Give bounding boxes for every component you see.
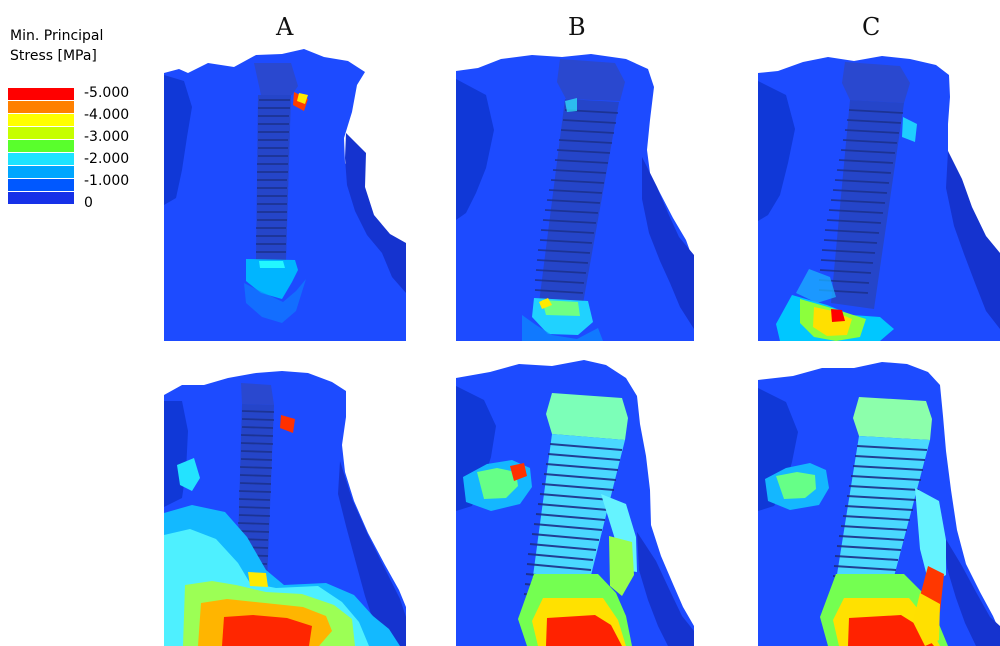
legend-label-minus-4: -4.000 [84, 107, 130, 123]
legend-labels: -5.000 -4.000 -3.000 -2.000 -1.000 0 [84, 84, 164, 214]
legend-label-minus-3: -3.000 [84, 129, 130, 145]
legend-swatch-4 [8, 127, 74, 139]
legend-label-minus-5: -5.000 [84, 85, 130, 101]
stress-plot-b-top [456, 54, 694, 341]
column-header-b: B [568, 13, 586, 41]
legend-label-minus-1: -1.000 [84, 173, 130, 189]
panel-b-bottom [456, 360, 694, 646]
column-header-c: C [862, 13, 881, 41]
stress-plot-a-top [164, 49, 406, 341]
legend-title: Min. Principal Stress [MPa] [10, 26, 103, 66]
stress-plot-b-bottom [456, 360, 694, 646]
legend-swatch-1 [8, 88, 74, 100]
column-header-a: A [276, 13, 294, 41]
legend-label-minus-2: -2.000 [84, 151, 130, 167]
legend-swatch-6 [8, 153, 74, 165]
legend-color-bar [8, 88, 74, 206]
stress-legend: Min. Principal Stress [MPa] -5.000 -4.00… [0, 0, 160, 240]
stress-plot-a-bottom [164, 371, 406, 646]
panel-c-bottom [758, 360, 1000, 646]
legend-swatch-9 [8, 192, 74, 204]
legend-swatch-5 [8, 140, 74, 152]
legend-swatch-3 [8, 114, 74, 126]
legend-label-zero: 0 [84, 195, 93, 211]
legend-swatch-8 [8, 179, 74, 191]
stress-plot-c-top [758, 56, 1000, 341]
panel-a-top [164, 45, 406, 341]
legend-swatch-2 [8, 101, 74, 113]
panel-c-top [758, 47, 1000, 341]
panel-b-top [456, 47, 694, 341]
legend-title-line-2: Stress [MPa] [10, 48, 97, 64]
legend-title-line-1: Min. Principal [10, 28, 104, 44]
panel-a-bottom [164, 367, 406, 646]
stress-plot-c-bottom [758, 362, 1000, 646]
legend-swatch-7 [8, 166, 74, 178]
